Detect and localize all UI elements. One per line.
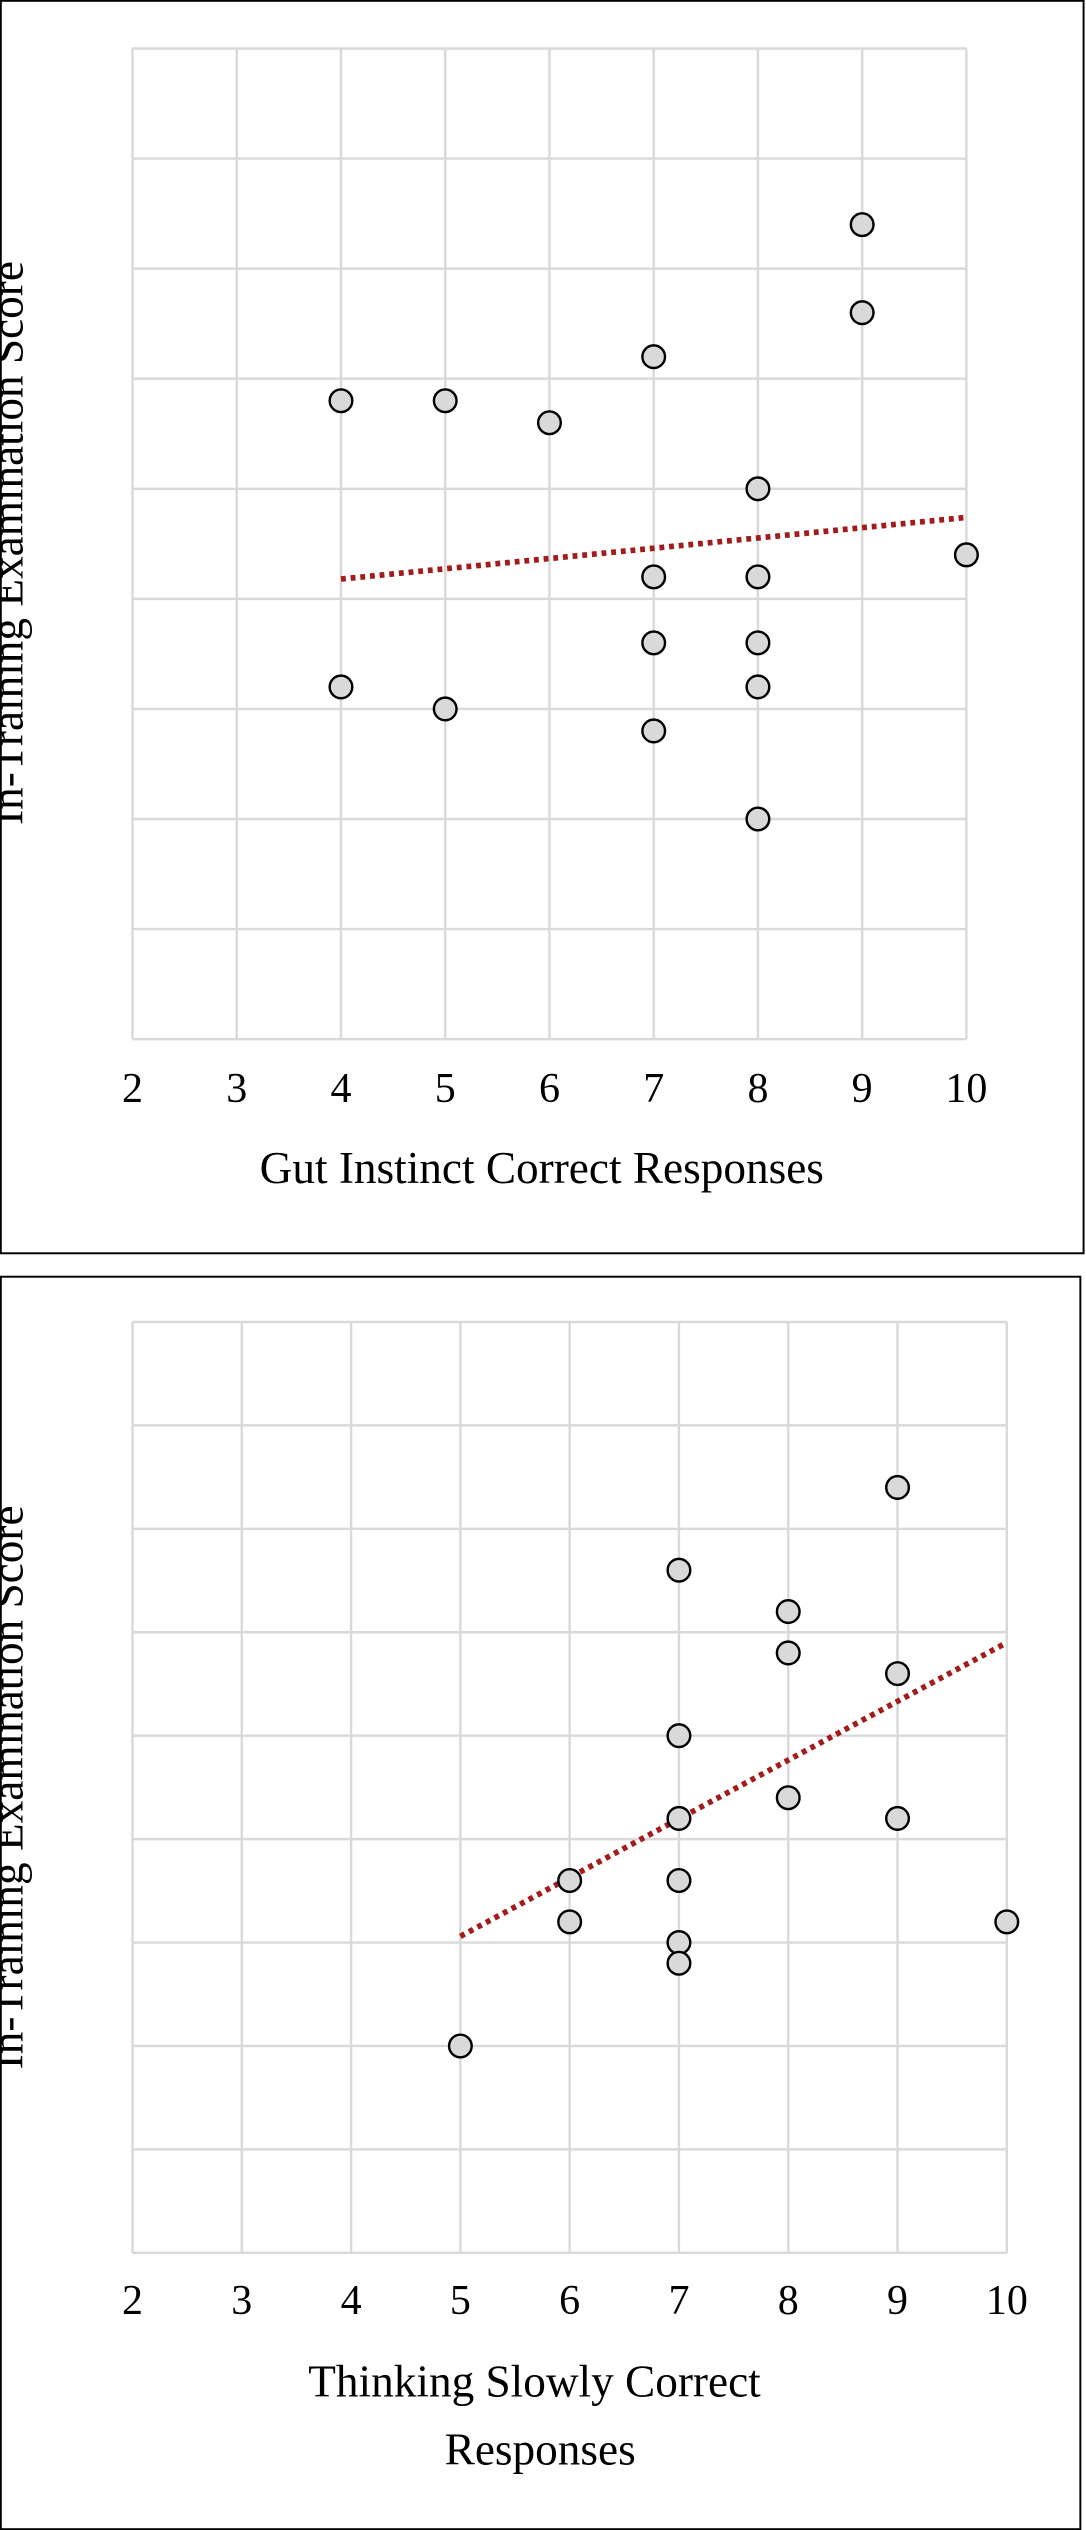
trendline <box>459 1640 1009 1939</box>
data-point <box>666 1557 692 1583</box>
data-point <box>557 1909 583 1935</box>
data-point <box>666 1950 692 1976</box>
data-point <box>885 1661 911 1687</box>
data-point <box>641 630 667 656</box>
data-point <box>994 1909 1020 1935</box>
data-point <box>328 674 354 700</box>
x-tick-label: 7 <box>643 1066 664 1112</box>
data-point <box>885 1805 911 1831</box>
y-axis-title: In-Training Examination Score <box>0 261 33 825</box>
data-point <box>536 410 562 436</box>
x-tick-label: 8 <box>778 2278 799 2324</box>
x-tick-label: 7 <box>668 2278 689 2324</box>
x-tick-label: 10 <box>945 1066 987 1112</box>
x-tick-label: 4 <box>330 1066 351 1112</box>
data-point <box>745 806 771 832</box>
data-point <box>557 1867 583 1894</box>
data-point <box>328 388 354 414</box>
x-tick-label: 10 <box>986 2278 1028 2324</box>
x-tick-label: 9 <box>852 1066 873 1112</box>
data-point <box>849 212 875 238</box>
x-tick-label: 8 <box>747 1066 768 1112</box>
data-point <box>666 1723 692 1749</box>
data-point <box>641 718 667 744</box>
data-point <box>432 696 458 722</box>
x-tick-label: 5 <box>450 2278 471 2324</box>
data-point <box>666 1867 692 1894</box>
data-point <box>775 1599 801 1625</box>
data-point <box>641 564 667 590</box>
x-tick-label: 9 <box>887 2278 908 2324</box>
data-point <box>849 300 875 326</box>
x-tick-label: 3 <box>231 2278 252 2324</box>
panel-border <box>0 0 1085 1255</box>
data-point <box>745 564 771 590</box>
x-tick-label: 2 <box>122 2278 143 2324</box>
x-tick-label: 2 <box>122 1066 143 1112</box>
data-point <box>641 344 667 370</box>
data-point <box>745 674 771 700</box>
data-point <box>666 1805 692 1831</box>
data-point <box>666 1930 692 1956</box>
x-tick-label: 3 <box>226 1066 247 1112</box>
data-point <box>745 476 771 502</box>
x-tick-label: 5 <box>435 1066 456 1112</box>
data-point <box>447 2033 473 2059</box>
x-tick-label: 4 <box>341 2278 362 2324</box>
data-point <box>953 542 979 568</box>
x-tick-label: 6 <box>559 2278 580 2324</box>
data-point <box>745 630 771 656</box>
trendline <box>340 514 967 582</box>
data-point <box>885 1474 911 1500</box>
data-point <box>775 1785 801 1811</box>
x-tick-label: 6 <box>539 1066 560 1112</box>
y-axis-title: In-Training Examination Score <box>0 1505 33 2069</box>
x-axis-title: Gut Instinct Correct Responses <box>260 1143 824 1193</box>
panel-border <box>0 1275 1082 2530</box>
data-point <box>432 388 458 414</box>
x-axis-title: Thinking Slowly Correct Responses <box>308 2357 772 2475</box>
data-point <box>775 1640 801 1666</box>
